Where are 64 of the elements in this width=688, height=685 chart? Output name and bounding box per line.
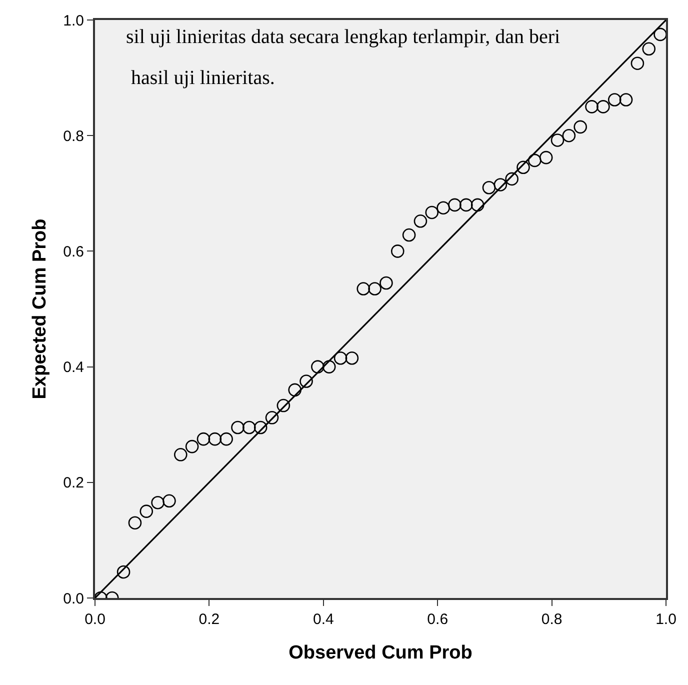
point (276, 398, 290, 412)
point (482, 180, 496, 194)
y-tick-label: 0.0 (63, 590, 84, 608)
point (390, 244, 404, 258)
point (562, 128, 576, 142)
point (162, 494, 176, 508)
x-tick-label: 0.6 (427, 611, 448, 628)
y-tick-label: 1.0 (63, 12, 84, 30)
point (151, 496, 164, 510)
point (596, 100, 610, 114)
point (494, 178, 508, 192)
point (345, 351, 359, 365)
y-tick-label: 0.8 (63, 128, 84, 145)
point (630, 56, 644, 70)
point (265, 411, 279, 424)
point (196, 432, 210, 446)
point (334, 351, 348, 365)
point (654, 28, 666, 42)
point (585, 100, 598, 114)
point (539, 150, 553, 164)
point (220, 432, 233, 446)
point (300, 374, 313, 388)
point (128, 516, 142, 530)
point (174, 448, 188, 462)
point (414, 214, 428, 228)
point (322, 360, 336, 374)
point (356, 282, 370, 296)
point (185, 440, 199, 454)
point (116, 565, 130, 579)
point (574, 120, 587, 134)
y-axis-title: Expected Cum Prob (29, 218, 50, 400)
point (380, 276, 393, 290)
y-tick-label: 0.6 (63, 243, 84, 260)
x-tick-label: 0.4 (312, 611, 334, 628)
point (402, 228, 416, 242)
point (550, 134, 564, 147)
point (505, 172, 518, 186)
y-tick-label: 0.4 (63, 359, 84, 376)
point (311, 360, 324, 374)
x-axis-title: Observed Cum Prob (288, 642, 472, 664)
point (208, 432, 222, 446)
point (470, 198, 484, 212)
point (231, 420, 244, 434)
point (425, 206, 439, 220)
x-tick-label: 0.8 (541, 611, 562, 628)
point (448, 198, 462, 212)
y-tick-label: 0.2 (63, 474, 84, 492)
point (608, 93, 622, 106)
point (368, 282, 382, 296)
point (460, 198, 473, 212)
x-tick-label: 1.0 (656, 611, 676, 628)
point (619, 93, 633, 106)
annotation: sil uji linieritas data secara lengkap terlampir, dan beri (126, 26, 560, 48)
point (516, 160, 530, 174)
annotation: hasil uji linieritas. (131, 67, 275, 89)
point (242, 420, 256, 434)
point (140, 504, 154, 518)
x-tick-label: 0.2 (198, 611, 220, 628)
point (642, 42, 656, 56)
point (288, 383, 302, 397)
point (254, 420, 268, 434)
x-tick-label: 0.0 (84, 611, 106, 628)
point (436, 201, 450, 214)
point (528, 154, 542, 168)
